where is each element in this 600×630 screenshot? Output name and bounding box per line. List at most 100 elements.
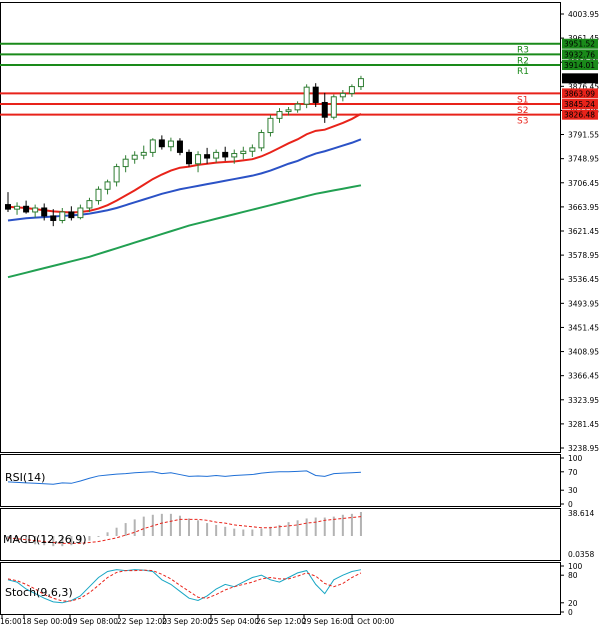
stoch-tick-label: 100: [568, 562, 583, 571]
level-price-box: [562, 109, 598, 120]
y-tick-label: 4003.95: [568, 10, 599, 19]
y-tick-label: 3408.95: [568, 348, 599, 357]
candle-body: [50, 215, 57, 221]
candle-body: [77, 207, 84, 219]
rsi-panel: [0, 454, 561, 507]
ema-mid-line: [7, 138, 362, 222]
stoch-panel-title: Stoch(9,6,3): [5, 586, 73, 599]
x-tick-label: 22 Sep 12:00: [117, 617, 167, 626]
macd-histogram-bar: [305, 518, 308, 536]
y-tick-label: 3876.45: [568, 82, 599, 91]
ema-slow-line: [7, 184, 362, 279]
rsi-tick-label: 0: [568, 500, 573, 509]
level-price-box: [562, 60, 598, 71]
level-label-s1: S1: [517, 95, 528, 105]
level-label-s2: S2: [517, 106, 528, 116]
candle-body: [59, 211, 66, 221]
macd-histogram-bar: [124, 523, 127, 536]
y-tick-label: 3238.95: [568, 444, 599, 453]
candle-body: [140, 151, 147, 156]
x-tick-label: 19 Sep 08:00: [68, 617, 118, 626]
level-price-label: 3951.52: [564, 40, 595, 49]
candle-body: [285, 109, 292, 113]
candle-body: [167, 140, 174, 148]
candle-body: [122, 158, 129, 168]
x-tick-label: 26 Sep 12:00: [256, 617, 306, 626]
candle-body: [312, 86, 319, 103]
stoch-panel: [0, 562, 561, 615]
macd-histogram-bar: [287, 522, 290, 536]
macd-histogram-bar: [233, 528, 236, 536]
y-tick-label: 3791.55: [568, 130, 599, 139]
macd-histogram-bar: [332, 516, 335, 536]
candle-body: [41, 207, 48, 217]
level-price-label: 3845.24: [564, 100, 595, 109]
candle-body: [240, 150, 247, 155]
candle-body: [339, 92, 346, 98]
candle-body: [330, 96, 337, 118]
macd-histogram-bar: [197, 520, 200, 536]
candle-body: [213, 151, 220, 159]
x-tick-label: 16:00: [0, 617, 22, 626]
x-tick-label: 18 Sep 00:00: [22, 617, 72, 626]
current-price-label: 3890.55: [564, 74, 595, 83]
rsi-panel-title: RSI(14): [5, 471, 45, 484]
candle-body: [158, 139, 165, 148]
candle-body: [95, 188, 102, 202]
macd-histogram-bar: [61, 536, 64, 547]
macd-histogram-bar: [188, 518, 190, 536]
candle-body: [204, 154, 211, 159]
candle-body: [249, 147, 256, 152]
level-price-box: [562, 38, 598, 49]
candle-body: [222, 151, 229, 158]
candle-body: [149, 139, 156, 153]
candle-body: [186, 151, 192, 165]
macd-histogram-bar: [359, 512, 362, 536]
macd-histogram-bar: [43, 536, 46, 546]
level-label-r2: R2: [517, 56, 529, 66]
macd-histogram-bar: [178, 515, 181, 536]
y-tick-label: 3281.45: [568, 420, 599, 429]
candle-body: [131, 154, 138, 160]
macd-histogram-bar: [16, 536, 19, 542]
macd-histogram-bar: [251, 529, 254, 536]
candle-body: [23, 205, 30, 213]
stoch-tick-label: 20: [568, 599, 578, 608]
rsi-tick-label: 30: [568, 486, 578, 495]
y-tick-label: 3323.95: [568, 396, 599, 405]
candle-body: [294, 103, 301, 111]
level-price-box: [562, 88, 598, 99]
stoch-tick-label: 0: [568, 608, 573, 617]
stoch-k-line: [7, 569, 362, 604]
y-tick-label: 3578.95: [568, 251, 599, 260]
y-tick-label: 3706.45: [568, 179, 599, 188]
stoch-tick-label: 80: [568, 571, 578, 580]
y-tick-label: 3961.45: [568, 34, 599, 43]
macd-histogram-bar: [224, 526, 227, 536]
macd-histogram-bar: [70, 536, 73, 546]
level-price-label: 3826.48: [564, 111, 595, 120]
macd-histogram-bar: [260, 528, 263, 536]
candle-body: [68, 211, 75, 219]
candle-body: [14, 205, 21, 210]
macd-histogram-bar: [160, 513, 163, 536]
macd-tick-label: 0.0358: [568, 550, 594, 559]
macd-histogram-bar: [296, 520, 299, 536]
macd-histogram-bar: [269, 526, 272, 536]
level-label-r1: R1: [517, 67, 529, 77]
macd-histogram-bar: [52, 536, 55, 547]
y-tick-label: 3366.45: [568, 372, 599, 381]
macd-histogram-bar: [88, 536, 91, 541]
candle-body: [32, 207, 39, 213]
candle-body: [321, 101, 328, 118]
macd-histogram-bar: [215, 524, 218, 536]
macd-histogram-bar: [341, 514, 344, 536]
candle-body: [5, 204, 11, 210]
x-tick-label: 1 Oct 00:00: [350, 617, 394, 626]
macd-histogram-bar: [350, 513, 353, 536]
y-tick-label: 3663.95: [568, 203, 599, 212]
level-label-r3: R3: [517, 46, 529, 56]
level-price-box: [562, 99, 598, 110]
level-price-label: 3863.99: [564, 89, 595, 98]
